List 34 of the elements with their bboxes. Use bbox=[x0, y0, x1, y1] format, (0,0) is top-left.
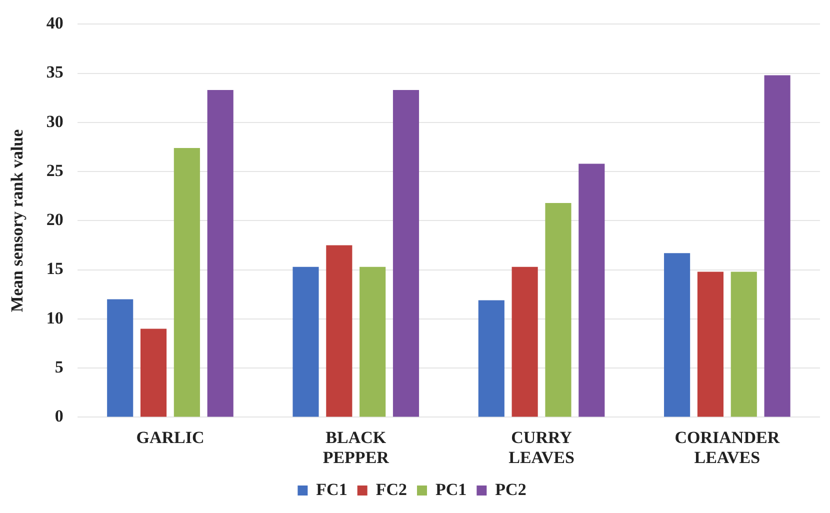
bar bbox=[697, 272, 724, 417]
x-tick-label: CORIANDER LEAVES bbox=[674, 428, 780, 468]
bar bbox=[545, 203, 572, 417]
bar bbox=[140, 328, 167, 417]
bar bbox=[392, 90, 420, 417]
legend-label: PC2 bbox=[495, 480, 526, 499]
bar bbox=[107, 299, 134, 417]
y-axis-title: Mean sensory rank value bbox=[8, 128, 27, 312]
bar bbox=[478, 300, 504, 417]
x-tick-label: BLACK PEPPER bbox=[322, 428, 390, 468]
bar bbox=[664, 253, 690, 417]
y-tick-label: 40 bbox=[46, 14, 64, 33]
y-tick-label: 35 bbox=[46, 62, 64, 82]
y-tick-label: 20 bbox=[46, 210, 64, 230]
legend-label: PC1 bbox=[436, 480, 467, 499]
y-tick-label: 0 bbox=[54, 406, 64, 426]
y-tick-label: 25 bbox=[46, 160, 64, 180]
bar bbox=[578, 164, 605, 417]
x-tick-label: GARLIC bbox=[136, 428, 204, 447]
bar bbox=[360, 266, 386, 417]
legend-label: FC1 bbox=[316, 480, 348, 499]
y-tick-label: 10 bbox=[46, 308, 64, 328]
bar bbox=[512, 266, 538, 417]
y-tick-label: 30 bbox=[46, 112, 64, 131]
x-tick-label: CURRY LEAVES bbox=[508, 428, 574, 468]
bar bbox=[326, 245, 352, 417]
bar bbox=[730, 272, 757, 417]
y-tick-label: 15 bbox=[46, 259, 64, 278]
y-tick-label: 5 bbox=[54, 357, 64, 376]
legend-label: FC2 bbox=[376, 480, 408, 499]
bar bbox=[207, 90, 234, 417]
bar bbox=[174, 148, 200, 417]
bar bbox=[292, 266, 319, 417]
bar bbox=[764, 75, 790, 417]
